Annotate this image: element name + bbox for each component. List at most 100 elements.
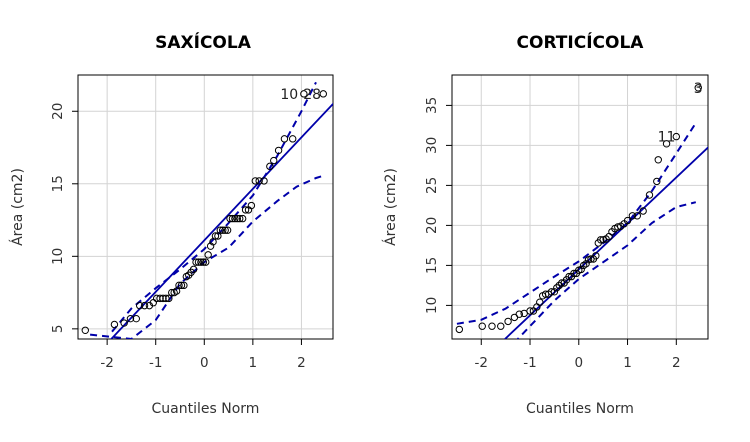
data-point	[633, 212, 641, 220]
data-point	[478, 322, 486, 330]
data-point	[228, 214, 237, 223]
data-point	[206, 242, 215, 250]
data-point	[140, 301, 149, 310]
data-point	[177, 281, 186, 290]
data-point	[156, 294, 164, 303]
data-point	[694, 84, 702, 92]
x-tick-label: -1	[523, 355, 536, 371]
data-point	[236, 214, 244, 223]
data-point	[623, 216, 632, 225]
point-annotation: 11	[658, 130, 676, 146]
data-point	[233, 214, 242, 223]
data-point	[211, 232, 220, 240]
data-point	[251, 177, 259, 185]
data-point	[672, 132, 681, 141]
y-tick-label: 20	[50, 103, 66, 120]
data-point	[536, 298, 544, 306]
x-tick-label: -2	[100, 355, 113, 371]
data-point	[597, 236, 605, 244]
y-tick-label: 35	[424, 97, 440, 114]
reference-line	[503, 146, 708, 339]
data-point	[135, 301, 144, 310]
data-point	[219, 226, 227, 234]
data-point	[241, 206, 250, 214]
data-layer	[81, 81, 333, 339]
y-tick-label: 15	[424, 257, 440, 274]
data-point	[628, 212, 637, 220]
data-point	[260, 177, 268, 185]
data-point	[165, 294, 173, 303]
confidence-band-lower	[89, 174, 326, 339]
y-tick-label: 25	[424, 177, 440, 194]
plot-frame	[451, 74, 709, 340]
x-axis-label: Cuantiles Norm	[152, 401, 260, 417]
x-tick-label: -1	[149, 355, 162, 371]
x-tick-label: 0	[574, 355, 583, 371]
x-tick-label: -2	[475, 355, 488, 371]
data-point	[504, 317, 512, 326]
data-point	[162, 294, 170, 303]
y-tick-label: 10	[424, 297, 440, 314]
data-point	[168, 288, 176, 297]
panel-corticicola: -2 -1 0 1 2 10 15 20 25 30 35 CORTICÍCOLA Cuantiles …	[382, 31, 709, 417]
data-point	[515, 310, 523, 318]
data-point	[199, 258, 208, 266]
point-annotation: 10	[280, 87, 298, 103]
point-annotation: 3	[694, 81, 703, 97]
data-point	[216, 226, 225, 234]
data-point	[238, 214, 247, 223]
x-axis-label: Cuantiles Norm	[526, 401, 634, 417]
data-point	[202, 258, 210, 266]
data-point	[550, 288, 559, 296]
x-tick-label: 2	[672, 355, 681, 371]
data-point	[614, 223, 622, 231]
x-tick-label: 1	[623, 355, 632, 371]
data-point	[653, 177, 661, 186]
data-point	[553, 284, 561, 292]
y-tick-label: 5	[50, 325, 66, 334]
data-point	[175, 281, 183, 290]
data-point	[189, 265, 198, 274]
data-point	[120, 319, 128, 327]
data-point	[639, 207, 647, 215]
panel-saxicola: -2 -1 0 1 2 5 10 15 20 SAXÍCOLA Cuantiles Norm Área…	[9, 31, 334, 417]
data-point	[266, 162, 274, 171]
data-layer	[455, 84, 708, 339]
data-point	[274, 146, 283, 155]
y-tick-label: 30	[424, 137, 440, 154]
confidence-band-upper	[111, 81, 317, 333]
data-point	[192, 258, 200, 266]
data-point	[132, 314, 140, 323]
plot-frame	[77, 74, 334, 340]
data-point	[497, 322, 505, 330]
data-point	[662, 140, 671, 148]
y-axis-label: Área (cm2)	[382, 168, 399, 246]
data-point	[300, 90, 308, 98]
data-point	[126, 314, 135, 323]
point-annotation: 28	[303, 87, 321, 103]
data-point	[226, 214, 234, 223]
data-point	[231, 214, 239, 223]
confidence-band-upper	[456, 122, 697, 325]
data-point	[319, 90, 327, 98]
y-axis-label: Área (cm2)	[9, 168, 26, 246]
data-point	[455, 325, 464, 334]
data-point	[194, 258, 203, 266]
data-point	[255, 177, 263, 185]
data-point	[247, 201, 256, 210]
data-point	[223, 226, 232, 234]
data-point	[180, 281, 188, 290]
data-point	[280, 135, 289, 143]
data-point	[159, 294, 167, 303]
x-tick-label: 0	[200, 355, 209, 371]
confidence-band-lower	[516, 201, 697, 339]
data-point	[81, 326, 89, 334]
reference-line	[110, 102, 333, 339]
data-point	[204, 251, 212, 259]
x-tick-label: 1	[249, 355, 258, 371]
data-point	[221, 226, 229, 234]
gridlines	[78, 75, 333, 339]
data-point	[288, 135, 297, 143]
data-point	[599, 236, 607, 244]
x-tick-label: 2	[297, 355, 306, 371]
